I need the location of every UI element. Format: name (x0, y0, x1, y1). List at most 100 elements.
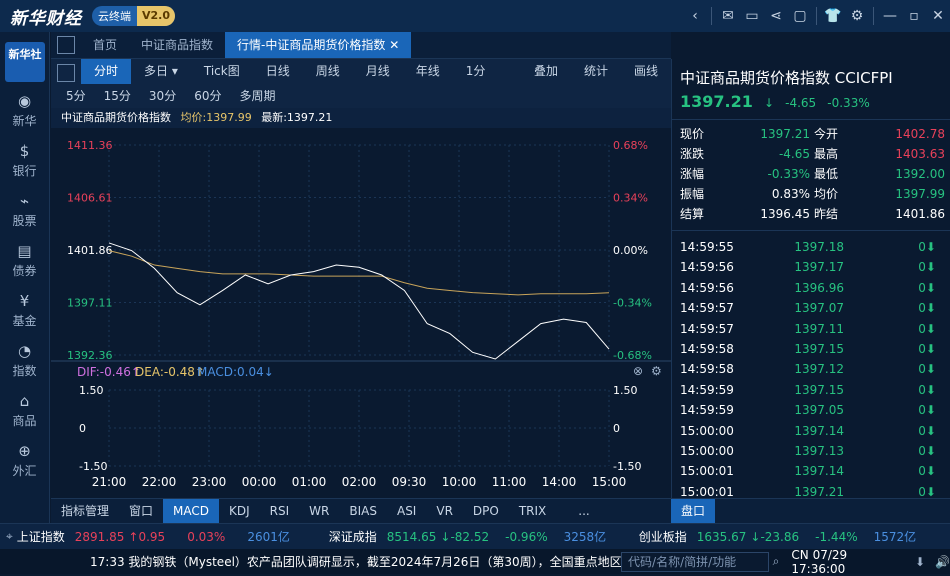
sidebar-item-fund[interactable]: ¥ 基金 (0, 288, 49, 338)
minimize-icon[interactable]: — (883, 8, 897, 24)
sidebar-item-index[interactable]: ◔ 指数 (0, 338, 49, 388)
share-icon[interactable]: ⋖ (770, 8, 782, 24)
gear-icon[interactable]: ⚙ (850, 8, 864, 24)
layout-toggle-icon[interactable] (57, 64, 75, 82)
price-tick-label: 1397.11 (67, 297, 113, 310)
vr-tab[interactable]: VR (436, 503, 453, 518)
tick-price: 1397.07 (794, 301, 844, 316)
kdj-tab[interactable]: KDJ (229, 503, 250, 518)
price-tick-label: 1406.61 (67, 192, 113, 205)
news-ticker[interactable]: 17:33 我的钢铁（Mysteel）农产品团队调研显示，截至2024年7月26… (90, 555, 622, 569)
close-icon[interactable]: ✕ (932, 8, 944, 24)
mail-icon[interactable]: ✉ (722, 8, 734, 24)
panel-toggle-icon[interactable] (57, 36, 75, 54)
period-day[interactable]: 日线 (265, 64, 290, 78)
period-30min[interactable]: 30分 (148, 89, 177, 103)
pin-icon[interactable]: ⌖ (6, 529, 13, 543)
rsi-tab[interactable]: RSI (269, 503, 290, 518)
overlay-button[interactable]: 叠加 (533, 64, 558, 78)
index-chinext[interactable]: 创业板指 1635.67 ↓-23.86 -1.44% 1572亿 (635, 524, 916, 550)
back-icon[interactable]: ‹ (692, 8, 698, 24)
tick-volume: 0⬇ (918, 403, 936, 418)
asi-tab[interactable]: ASI (396, 503, 417, 518)
period-multiday[interactable]: 多日 ▾ (131, 59, 191, 84)
sidebar-label: 外汇 (12, 464, 37, 478)
pct-tick-label: 0.00% (613, 244, 648, 257)
panel-price: 1397.21 (680, 92, 753, 111)
index-shanghai[interactable]: 上证指数 2891.85 ↑0.95 0.03% 2601亿 (13, 524, 325, 550)
period-60min[interactable]: 60分 (194, 89, 222, 103)
period-5min[interactable]: 5分 (66, 89, 86, 103)
dpo-tab[interactable]: DPO (472, 503, 499, 518)
quote-row: 振幅 0.83% 均价 1397.99 (672, 184, 950, 204)
tick-row: 14:59:55 1397.18 0⬇ (672, 237, 950, 257)
indicator-settings-icon[interactable]: ⚙ (651, 364, 662, 378)
period-intraday[interactable]: 分时 (81, 59, 132, 84)
time-tick-label: 22:00 (142, 475, 177, 489)
index-amount: 2601亿 (247, 530, 290, 544)
period-multi[interactable]: 多周期 (239, 89, 276, 103)
tick-time: 14:59:59 (680, 403, 734, 418)
tick-time: 15:00:00 (680, 443, 734, 458)
tab-futures-index[interactable]: 行情-中证商品期货价格指数 ✕ (225, 32, 412, 58)
close-tab-icon[interactable]: ✕ (389, 38, 400, 52)
index-shenzhen[interactable]: 深证成指 8514.65 ↓-82.52 -0.96% 3258亿 (325, 524, 635, 550)
tab-home[interactable]: 首页 (93, 38, 118, 52)
sidebar-item-bank[interactable]: $ 银行 (0, 138, 49, 188)
window-tab[interactable]: 窗口 (129, 503, 154, 518)
period-year[interactable]: 年线 (415, 64, 440, 78)
trix-tab[interactable]: TRIX (518, 503, 547, 518)
quote-row: 结算 1396.45 昨结 1401.86 (672, 204, 950, 224)
minute-period-toolbar: 5分 15分 30分 60分 多周期 (51, 84, 671, 108)
message-icon[interactable]: ▭ (745, 8, 759, 24)
quote-label: 最低 (814, 167, 839, 181)
macd-tick-label: 1.50 (613, 384, 638, 397)
bias-tab[interactable]: BIAS (349, 503, 377, 518)
tab-csi-commodity[interactable]: 中证商品指数 (141, 38, 214, 52)
stats-button[interactable]: 统计 (583, 64, 608, 78)
xinhua-logo[interactable]: 新华社 (5, 42, 45, 82)
sidebar-item-commodity[interactable]: ⌂ 商品 (0, 388, 49, 438)
quote-row: 现价 1397.21 今开 1402.78 (672, 124, 950, 144)
sidebar-item-stock[interactable]: ⌁ 股票 (0, 188, 49, 238)
period-1min[interactable]: 1分 (465, 64, 486, 78)
indicator-manage-tab[interactable]: 指标管理 (61, 503, 110, 518)
tick-row: 15:00:01 1397.14 0⬇ (672, 461, 950, 481)
sidebar-item-bond[interactable]: ▤ 债券 (0, 238, 49, 288)
search-input[interactable]: 代码/名称/简拼/功能 (621, 551, 769, 572)
shirt-icon[interactable]: 👕 (824, 8, 842, 24)
tick-time: 15:00:01 (680, 464, 734, 479)
tick-row: 15:00:01 1397.21 0⬇ (672, 482, 950, 502)
price-tick-label: 1392.36 (67, 349, 113, 362)
sidebar-label: 指数 (12, 364, 37, 378)
tab-bar: 首页 中证商品指数 行情-中证商品期货价格指数 ✕ (51, 32, 671, 59)
quote-label: 涨跌 (680, 147, 705, 161)
chevron-down-icon: ▾ (171, 64, 178, 78)
intraday-chart[interactable]: 1411.36 0.68% 1406.61 0.34% 1401.86 0.00% 1397… (51, 128, 671, 498)
period-tick[interactable]: Tick图 (203, 64, 240, 78)
tick-row: 14:59:58 1397.12 0⬇ (672, 359, 950, 379)
tick-time: 14:59:57 (680, 321, 734, 336)
close-indicator-icon[interactable]: ⊗ (633, 364, 643, 378)
sidebar-item-forex[interactable]: ⊕ 外汇 (0, 438, 49, 488)
period-label: 多日 (144, 64, 169, 78)
pankou-tab[interactable]: 盘口 (671, 499, 716, 524)
more-tab[interactable]: ... (578, 503, 590, 518)
window-icon[interactable]: ▢ (793, 8, 807, 24)
download-icon[interactable]: ⬇ (914, 554, 926, 569)
tab-label: 行情-中证商品期货价格指数 (237, 38, 386, 52)
maximize-icon[interactable]: ▫ (909, 8, 919, 24)
period-15min[interactable]: 15分 (103, 89, 131, 103)
draw-line-button[interactable]: 画线 (633, 64, 658, 78)
macd-tab[interactable]: MACD (163, 498, 220, 524)
period-month[interactable]: 月线 (365, 64, 390, 78)
wr-tab[interactable]: WR (309, 503, 330, 518)
chart-info-bar: 中证商品期货价格指数 均价:1397.99 最新:1397.21 (51, 108, 671, 128)
sidebar-item-xinhua[interactable]: ◉ 新华 (0, 88, 49, 138)
quote-value: 0.83% (771, 187, 810, 201)
period-week[interactable]: 周线 (315, 64, 340, 78)
sound-icon[interactable]: 🔊 (935, 554, 950, 569)
macd-tick-label: 1.50 (79, 384, 104, 397)
index-amount: 3258亿 (563, 530, 607, 544)
search-icon[interactable]: ⌕ (772, 554, 780, 568)
